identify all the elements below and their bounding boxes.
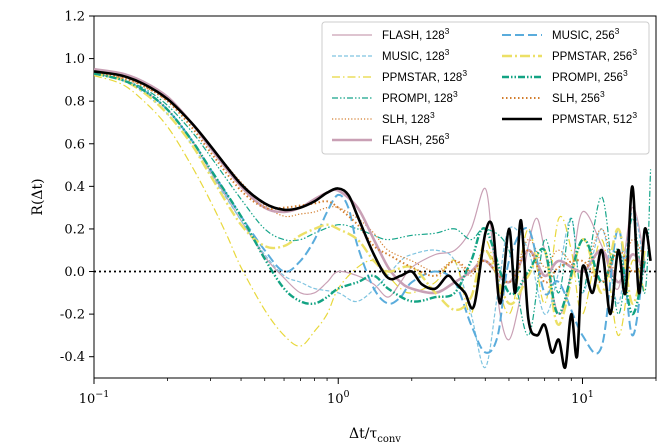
y-tick-label: 1.2	[64, 10, 85, 25]
axis-ticks: -0.4 -0.2 0.0 0.2 0.4 0.6 0.8 1.0 1.2 10−1 100 101	[60, 10, 657, 407]
plot-area	[93, 15, 657, 379]
x-tick-label: 100	[327, 389, 350, 407]
legend-label: PPMSTAR, 2563	[552, 47, 637, 63]
series-line-10	[94, 70, 652, 369]
series-line-4	[94, 72, 646, 283]
y-tick-label: 1.0	[64, 52, 85, 67]
legend-box	[321, 21, 650, 155]
y-tick-label: 0.8	[64, 95, 85, 110]
legend-label: SLH, 1283	[382, 110, 435, 126]
series-line-8	[94, 72, 646, 316]
series-line-9	[94, 70, 646, 284]
plot-frame	[93, 15, 657, 379]
legend: FLASH, 1283 MUSIC, 1283 PPMSTAR, 1283 PROMP…	[321, 21, 650, 155]
legend-label: PPMSTAR, 1283	[382, 68, 467, 84]
legend-label: FLASH, 1283	[382, 26, 450, 42]
x-tick-label: 101	[571, 389, 594, 407]
series-line-5	[94, 67, 646, 295]
legend-label: PROMPI, 2563	[552, 68, 628, 84]
y-tick-label: -0.2	[60, 308, 85, 323]
series-group	[94, 67, 652, 369]
legend-label: MUSIC, 1283	[382, 47, 450, 63]
y-axis-label: R(Δt)	[30, 178, 46, 215]
legend-label: MUSIC, 2563	[552, 26, 620, 42]
x-axis-label: Δt/τconv	[349, 426, 401, 443]
series-line-3	[94, 72, 652, 337]
y-tick-label: 0.2	[64, 222, 85, 237]
legend-label: PROMPI, 1283	[382, 89, 458, 105]
series-line-2	[94, 75, 646, 347]
y-tick-label: 0.6	[64, 137, 85, 152]
x-tick-label: 10−1	[79, 389, 110, 407]
legend-label: PPMSTAR, 5123	[552, 110, 637, 126]
legend-label: SLH, 2563	[552, 89, 605, 105]
y-tick-label: -0.4	[60, 350, 85, 365]
legend-label: FLASH, 2563	[382, 131, 450, 147]
y-tick-label: 0.0	[64, 265, 85, 280]
series-line-7	[94, 72, 646, 327]
y-tick-label: 0.4	[64, 180, 85, 195]
